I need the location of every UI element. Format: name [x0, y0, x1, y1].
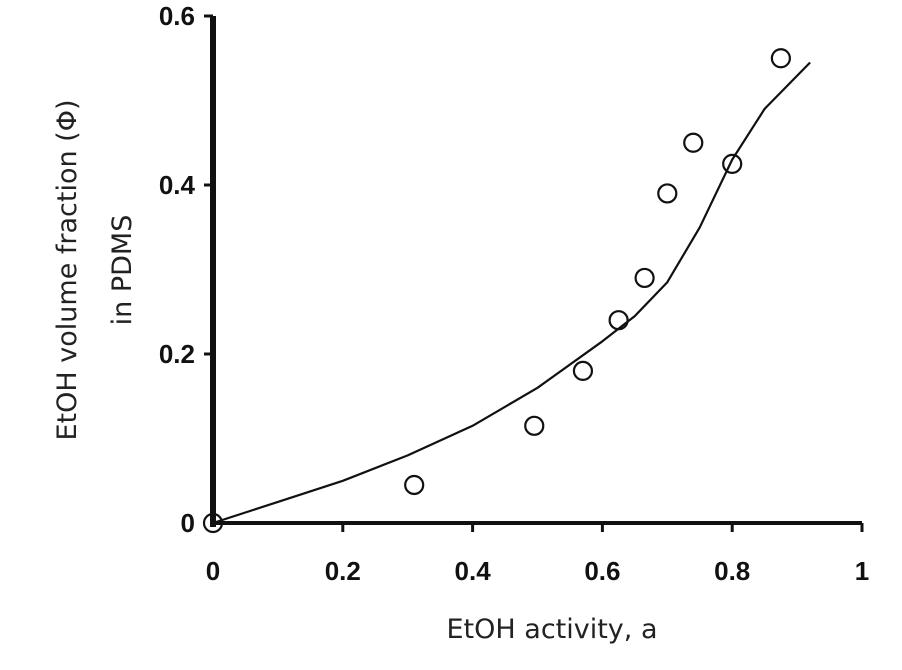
y-tick-label: 0.4	[159, 170, 196, 200]
x-axis-title: EtOH activity, a	[446, 614, 657, 645]
plot-area: 0 0.2 0.4 0.6 0.8 1 0 0.2 0.4 0.6	[159, 1, 869, 586]
data-point	[657, 183, 678, 204]
data-point	[634, 267, 655, 289]
fit-curve	[212, 61, 811, 525]
data-point	[572, 360, 594, 381]
data-point	[770, 48, 791, 69]
data-point	[202, 512, 224, 534]
x-tick-label: 0.2	[325, 556, 361, 586]
x-tick-label: 0.8	[714, 556, 750, 586]
data-point	[608, 310, 629, 331]
x-tick-label: 0.6	[584, 556, 620, 586]
y-tick-label: 0.2	[159, 339, 195, 369]
y-axis-title-line2: in PDMS	[107, 215, 138, 326]
x-tick-label: 0	[206, 556, 220, 586]
y-tick-label: 0.6	[159, 1, 195, 31]
y-axis-title-line1: EtOH volume fraction (Φ)	[52, 99, 83, 440]
data-point	[524, 415, 545, 436]
x-tick-label: 1	[855, 556, 869, 586]
x-tick-label: 0.4	[455, 556, 492, 586]
data-point	[404, 474, 425, 496]
y-tick-label: 0	[181, 508, 195, 538]
data-point	[683, 132, 704, 153]
data-point	[722, 153, 743, 174]
